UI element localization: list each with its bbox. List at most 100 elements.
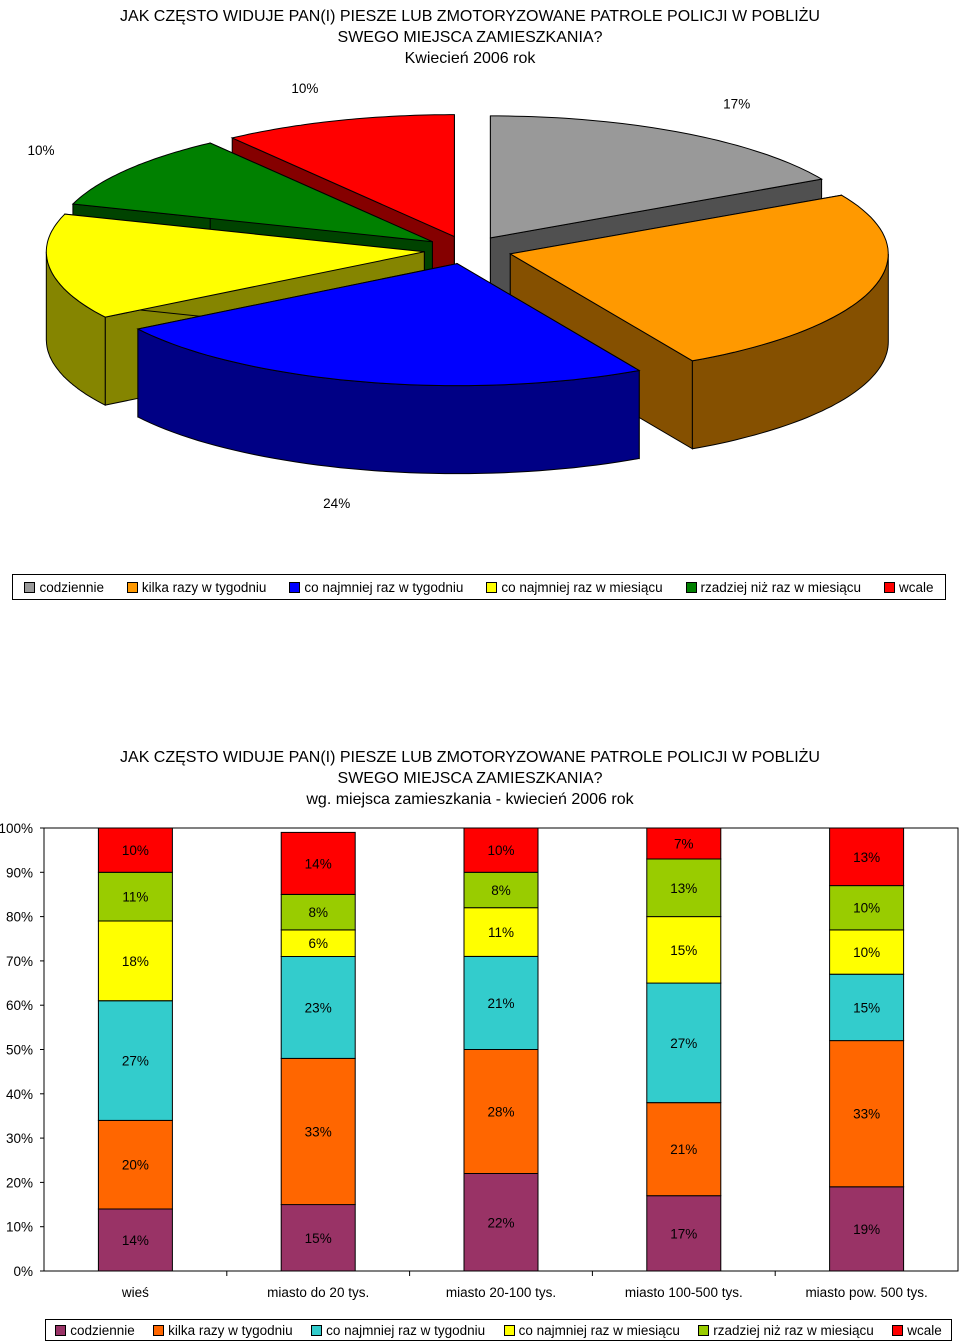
bar-data-label: 7% xyxy=(674,837,694,852)
bar-data-label: 20% xyxy=(122,1158,149,1173)
bar-chart-legend: codziennie kilka razy w tygodniu co najmni… xyxy=(45,1319,952,1341)
y-tick-label: 20% xyxy=(6,1175,33,1190)
bar-data-label: 21% xyxy=(670,1142,697,1157)
legend-swatch xyxy=(289,581,301,593)
bar-data-label: 27% xyxy=(122,1054,149,1069)
bar-data-label: 33% xyxy=(305,1125,332,1140)
y-tick-label: 50% xyxy=(6,1043,33,1058)
stacked-bar-chart: 0% 10% 20% 30% 40% 50% 60% 70% 80% 90% 100% 14% 20% 2… xyxy=(0,821,959,1300)
legend-item-co-najmniej-raz-w-tygodniu: co najmniej raz w tygodniu xyxy=(311,1323,485,1338)
legend-swatch xyxy=(698,1324,710,1336)
legend-item-kilka-razy-w-tygodniu: kilka razy w tygodniu xyxy=(153,1323,293,1338)
legend-label: co najmniej raz w miesiącu xyxy=(518,1322,680,1338)
legend-label: co najmniej raz w tygodniu xyxy=(304,579,464,595)
bar-data-label: 11% xyxy=(122,890,148,905)
bar-data-label: 19% xyxy=(853,1222,880,1237)
bar-segment-rzadziej-ni-raz-w-miesi-cu xyxy=(646,858,722,918)
bar-segment-codziennie xyxy=(97,1208,173,1272)
bar-segment-kilka-razy-w-tygodniu xyxy=(97,1119,173,1210)
legend-label: rzadziej niż raz w miesiącu xyxy=(700,579,862,595)
legend-item-co-najmniej-raz-w-tygodniu: co najmniej raz w tygodniu xyxy=(289,580,463,595)
x-category-label: miasto 100-500 tys. xyxy=(625,1285,743,1300)
bar-segment-co-najmniej-raz-w-tygodniu xyxy=(463,956,539,1050)
legend-swatch xyxy=(892,1324,904,1336)
legend-label: kilka razy w tygodniu xyxy=(141,579,267,595)
bar-data-label: 27% xyxy=(670,1036,697,1051)
bar-segment-co-najmniej-raz-w-tygodniu xyxy=(646,982,722,1104)
legend-label: codziennie xyxy=(70,1322,135,1338)
bar-segment-codziennie xyxy=(646,1195,722,1272)
legend-label: co najmniej raz w tygodniu xyxy=(326,1322,486,1338)
pie-chart-legend: codziennie kilka razy w tygodniu co najmni… xyxy=(12,574,946,600)
bar-segment-codziennie xyxy=(280,1204,356,1272)
bar-data-label: 17% xyxy=(670,1226,697,1241)
bar-segment-kilka-razy-w-tygodniu xyxy=(463,1049,539,1174)
x-category-label: miasto do 20 tys. xyxy=(267,1285,369,1300)
legend-swatch xyxy=(685,581,697,593)
bar-segment-codziennie xyxy=(463,1173,539,1272)
bar-segment-codziennie xyxy=(829,1186,905,1272)
bar-segment-rzadziej-ni-raz-w-miesi-cu xyxy=(97,871,173,922)
bar-stack-miasto-20-100-tys: 22% 28% 21% 11% 8% 10% xyxy=(463,827,539,1272)
legend-label: kilka razy w tygodniu xyxy=(168,1322,293,1338)
y-tick-label: 60% xyxy=(6,998,33,1013)
legend-swatch xyxy=(883,581,895,593)
bar-data-label: 23% xyxy=(305,1000,332,1015)
bar-data-label: 15% xyxy=(305,1231,332,1246)
bar-segment-kilka-razy-w-tygodniu xyxy=(829,1040,905,1188)
pie-data-label: 17% xyxy=(723,97,750,112)
bar-segment-co-najmniej-raz-w-tygodniu xyxy=(829,973,905,1042)
bar-segment-wcale xyxy=(463,827,539,873)
pie-chart-subtitle: Kwiecień 2006 rok xyxy=(404,50,536,67)
legend-swatch xyxy=(55,1324,67,1336)
bar-segment-co-najmniej-raz-w-miesi-cu xyxy=(646,916,722,984)
bar-data-label: 10% xyxy=(487,843,514,858)
pie-chart-title-line-2: SWEGO MIEJSCA ZAMIESZKANIA? xyxy=(337,29,603,46)
y-tick-label: 30% xyxy=(6,1131,33,1146)
legend-label: codziennie xyxy=(39,579,104,595)
y-tick-label: 80% xyxy=(6,910,33,925)
bar-segment-wcale xyxy=(646,827,722,860)
pie-chart-title-line-1: JAK CZĘSTO WIDUJE PAN(I) PIESZE LUB ZMOT… xyxy=(120,8,820,25)
legend-item-co-najmniej-raz-w-miesi-cu: co najmniej raz w miesiącu xyxy=(503,1322,680,1338)
legend-swatch xyxy=(486,581,498,593)
bar-data-label: 15% xyxy=(853,1000,880,1015)
legend-swatch xyxy=(126,581,138,593)
legend-item-rzadziej-ni-raz-w-miesi-cu: rzadziej niż raz w miesiącu xyxy=(685,579,862,595)
legend-label: wcale xyxy=(907,1322,942,1338)
legend-item-co-najmniej-raz-w-miesi-cu: co najmniej raz w miesiącu xyxy=(486,579,663,595)
bar-data-label: 10% xyxy=(853,901,880,916)
pie-chart: 17%25%24%14%10%10% xyxy=(27,81,889,511)
y-tick-label: 90% xyxy=(6,865,33,880)
bar-data-label: 33% xyxy=(853,1107,880,1122)
y-tick-label: 40% xyxy=(6,1087,33,1102)
legend-label: co najmniej raz w miesiącu xyxy=(501,579,663,595)
bar-data-label: 11% xyxy=(488,925,514,940)
legend-item-codziennie: codziennie xyxy=(55,1323,135,1338)
bar-chart-title-line-2: SWEGO MIEJSCA ZAMIESZKANIA? xyxy=(337,770,603,787)
bar-segment-co-najmniej-raz-w-tygodniu xyxy=(280,956,356,1059)
x-category-label: wieś xyxy=(121,1285,149,1300)
pie-data-label: 10% xyxy=(27,143,54,158)
legend-item-wcale: wcale xyxy=(892,1323,942,1338)
bar-data-label: 10% xyxy=(122,843,149,858)
bar-data-label: 8% xyxy=(491,883,511,898)
bar-data-label: 22% xyxy=(487,1215,514,1230)
bar-data-label: 21% xyxy=(487,996,514,1011)
bar-data-label: 6% xyxy=(308,936,328,951)
legend-swatch xyxy=(311,1324,323,1336)
y-tick-label: 0% xyxy=(13,1264,33,1279)
legend-item-wcale: wcale xyxy=(883,580,933,595)
bar-segment-rzadziej-ni-raz-w-miesi-cu xyxy=(280,894,356,931)
legend-label: rzadziej niż raz w miesiącu xyxy=(713,1322,874,1338)
legend-item-codziennie: codziennie xyxy=(24,580,104,595)
bar-data-label: 14% xyxy=(122,1233,149,1248)
bar-segment-rzadziej-ni-raz-w-miesi-cu xyxy=(829,885,905,931)
pie-data-label: 24% xyxy=(323,496,350,511)
bar-data-label: 18% xyxy=(122,954,149,969)
bar-data-label: 13% xyxy=(853,850,880,865)
bar-chart-subtitle: wg. miejsca zamieszkania - kwiecień 2006… xyxy=(306,791,634,808)
y-tick-label: 100% xyxy=(0,821,33,836)
pie-data-label: 10% xyxy=(291,81,318,96)
x-category-label: miasto 20-100 tys. xyxy=(446,1285,556,1300)
